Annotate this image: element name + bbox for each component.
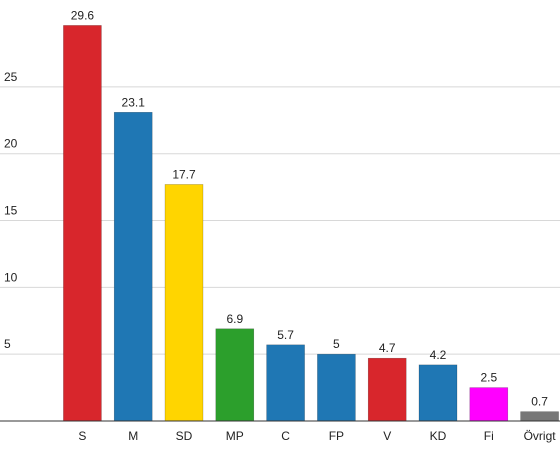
value-label: 2.5 (480, 371, 497, 385)
bar (469, 387, 509, 422)
x-tick-label: V (383, 429, 391, 443)
y-tick-label: 5 (4, 337, 11, 351)
value-label: 23.1 (122, 95, 146, 109)
y-tick-label: 15 (4, 204, 18, 218)
value-label: 4.2 (430, 348, 447, 362)
value-label: 5 (333, 337, 340, 351)
x-tick-label: M (128, 429, 138, 443)
value-label: 17.7 (172, 167, 196, 181)
bar (317, 353, 356, 422)
value-label: 4.7 (379, 341, 396, 355)
y-tick-label: 25 (4, 70, 18, 84)
x-tick-label: SD (176, 429, 193, 443)
value-label: 6.9 (226, 312, 243, 326)
bar (418, 364, 458, 422)
x-tick-label: C (281, 429, 290, 443)
bar (520, 411, 559, 422)
x-tick-label: KD (430, 429, 447, 443)
bar (113, 112, 153, 422)
value-label: 0.7 (531, 395, 548, 409)
bar (367, 357, 407, 422)
x-tick-label: MP (226, 429, 244, 443)
x-tick-label: Fi (484, 429, 494, 443)
bar (266, 344, 305, 422)
x-tick-label: Övrigt (524, 429, 557, 443)
y-tick-label: 10 (4, 270, 18, 284)
value-label: 5.7 (277, 328, 294, 342)
bar (164, 184, 204, 422)
x-tick-label: S (78, 429, 86, 443)
x-tick-label: FP (329, 429, 344, 443)
bar (63, 25, 102, 422)
value-label: 29.6 (71, 8, 95, 22)
bar (215, 328, 255, 422)
y-tick-label: 20 (4, 137, 18, 151)
